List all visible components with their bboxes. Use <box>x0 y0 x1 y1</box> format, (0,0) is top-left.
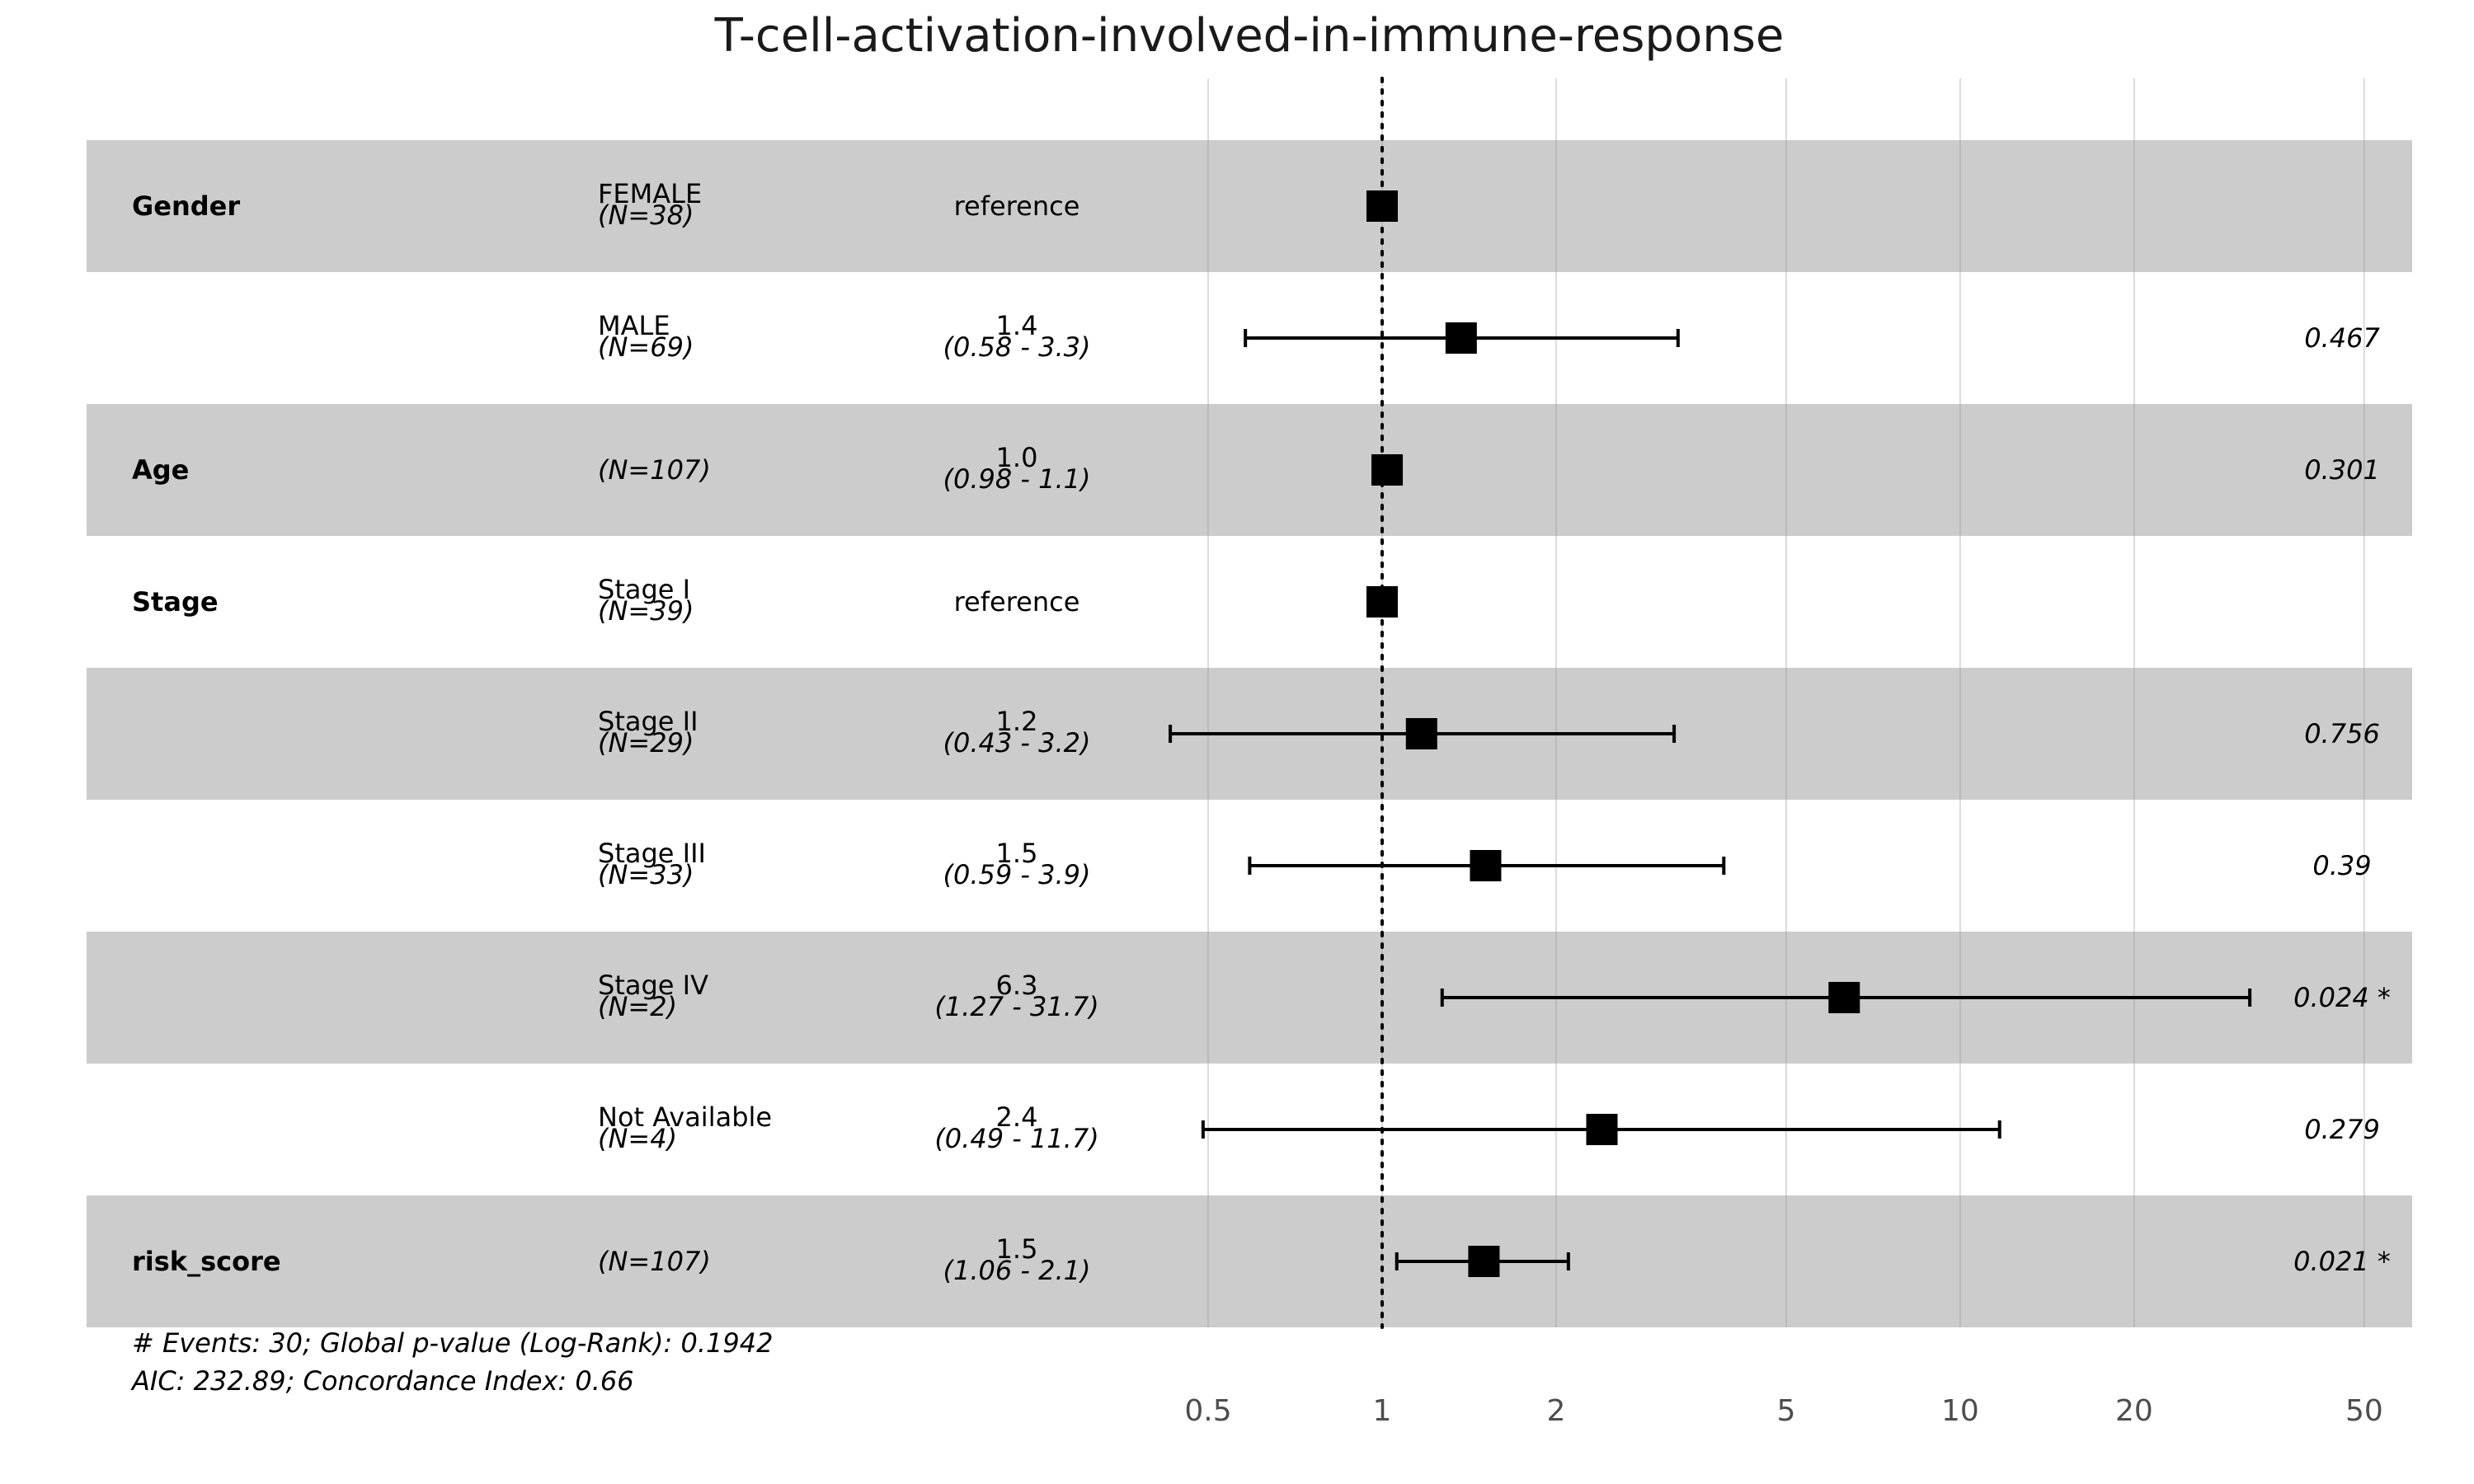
hr-label: 1.5 <box>996 1233 1038 1265</box>
ci-label: (0.59 - 3.9) <box>943 859 1091 890</box>
level-label: FEMALE <box>598 178 702 209</box>
variable-label: Stage <box>132 586 219 618</box>
chart-title: T-cell-activation-involved-in-immune-res… <box>714 9 1785 63</box>
hr-point <box>1405 718 1437 749</box>
hr-label: reference <box>954 190 1080 222</box>
n-label: (N=107) <box>598 454 711 486</box>
n-label: (N=29) <box>598 727 694 758</box>
p-value-label: 0.467 <box>2304 322 2380 354</box>
row-band <box>87 140 2412 272</box>
n-label: (N=2) <box>598 991 677 1022</box>
hr-point <box>1366 190 1398 222</box>
p-value-label: 0.024 * <box>2293 982 2391 1013</box>
x-tick-label: 2 <box>1547 1394 1566 1428</box>
hr-label: 6.3 <box>996 970 1038 1001</box>
hr-label: 1.5 <box>996 838 1038 869</box>
hr-point <box>1828 982 1860 1013</box>
level-label: Stage III <box>598 838 706 869</box>
n-label: (N=69) <box>598 331 694 363</box>
x-tick-label: 5 <box>1776 1394 1795 1428</box>
level-label: MALE <box>598 310 670 341</box>
p-value-label: 0.279 <box>2304 1114 2380 1145</box>
row-band <box>87 404 2412 536</box>
x-tick-label: 1 <box>1373 1394 1392 1428</box>
hr-point <box>1371 454 1404 486</box>
x-tick-label: 10 <box>1941 1394 1979 1428</box>
row-band <box>87 1195 2412 1327</box>
variable-label: risk_score <box>132 1246 281 1277</box>
hr-point <box>1470 850 1502 881</box>
hr-point <box>1586 1114 1618 1145</box>
hr-label: reference <box>954 586 1080 618</box>
footer-aic: AIC: 232.89; Concordance Index: 0.66 <box>130 1365 634 1397</box>
x-tick-label: 50 <box>2345 1394 2383 1428</box>
hr-label: 1.4 <box>996 310 1038 341</box>
level-label: Stage I <box>598 574 690 605</box>
ci-label: (0.58 - 3.3) <box>943 331 1091 363</box>
x-axis-ticks: 0.5 1 2 5 10 20 50 <box>1184 1394 2382 1428</box>
n-label: (N=39) <box>598 595 694 627</box>
ci-label: (0.49 - 11.7) <box>934 1123 1098 1154</box>
footer-events: # Events: 30; Global p-value (Log-Rank):… <box>132 1327 773 1359</box>
n-label: (N=107) <box>598 1246 711 1277</box>
p-value-label: 0.021 * <box>2293 1246 2391 1277</box>
p-value-label: 0.301 <box>2304 454 2380 486</box>
p-value-label: 0.756 <box>2304 718 2380 749</box>
x-tick-label: 0.5 <box>1184 1394 1231 1428</box>
row-band <box>87 536 2412 668</box>
ci-label: (0.43 - 3.2) <box>943 727 1091 758</box>
hr-label: 1.2 <box>996 706 1038 737</box>
ci-label: (1.06 - 2.1) <box>943 1255 1091 1286</box>
ci-label: (0.98 - 1.1) <box>943 463 1091 495</box>
hr-label: 1.0 <box>996 442 1038 473</box>
p-value-label: 0.39 <box>2312 850 2371 881</box>
n-label: (N=33) <box>598 859 694 890</box>
hr-point <box>1366 586 1398 618</box>
hr-point <box>1445 322 1477 354</box>
estimate-marks <box>1169 190 2252 1277</box>
x-tick-label: 20 <box>2115 1394 2153 1428</box>
variable-label: Age <box>132 454 189 486</box>
level-label: Not Available <box>598 1101 772 1133</box>
level-label: Stage IV <box>598 970 708 1001</box>
variable-label: Gender <box>132 190 240 222</box>
n-label: (N=38) <box>598 200 694 231</box>
hr-label: 2.4 <box>996 1101 1038 1133</box>
n-label: (N=4) <box>598 1123 677 1154</box>
hr-point <box>1468 1246 1500 1277</box>
level-label: Stage II <box>598 706 698 737</box>
table-rows: Gender FEMALE(N=38) reference MALE(N=69) 1.4… <box>132 178 2391 1286</box>
ci-label: (1.27 - 31.7) <box>934 991 1098 1022</box>
